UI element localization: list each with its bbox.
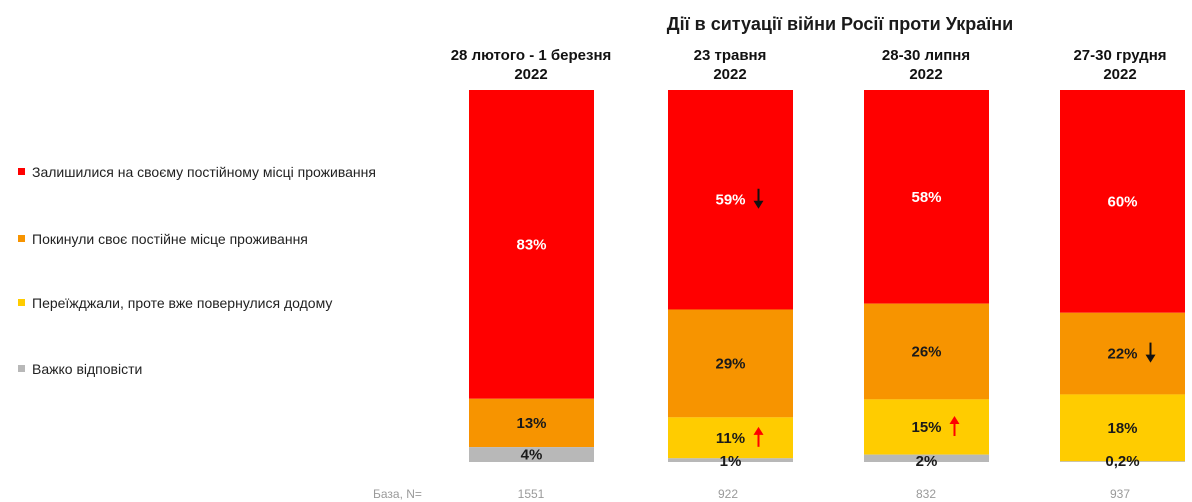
data-label: 22%	[1107, 346, 1137, 363]
data-label: 59%	[715, 192, 745, 209]
bar-segment-stayed	[1060, 90, 1185, 313]
legend-swatch	[18, 365, 25, 372]
bar-segment-stayed	[469, 90, 594, 399]
chart-title: Дії в ситуації війни Росії проти України	[666, 14, 1014, 34]
data-label: 1%	[720, 453, 742, 470]
legend-swatch	[18, 235, 25, 242]
bar-segment-returned	[1060, 394, 1185, 462]
base-value: 937	[1109, 487, 1131, 501]
bar-segment-hard-to-say	[1060, 461, 1185, 462]
legend-label: Переїжджали, проте вже повернулися додом…	[32, 295, 333, 311]
bar-segment-returned	[864, 399, 989, 455]
data-label: 13%	[516, 415, 546, 432]
data-label: 60%	[1107, 193, 1137, 210]
bar-segment-left-home	[469, 398, 594, 448]
arrow-up-icon	[753, 426, 764, 447]
base-value: 1551	[517, 487, 545, 501]
legend-swatch	[18, 168, 25, 175]
arrow-up-icon	[949, 416, 960, 437]
arrow-down-icon	[1145, 342, 1156, 363]
legend-label: Покинули своє постійне місце проживання	[32, 231, 308, 247]
legend-label: Залишилися на своєму постійному місці пр…	[32, 164, 376, 180]
column-header: 23 травня 2022	[693, 47, 767, 83]
bar-segment-stayed	[864, 90, 989, 304]
column-header: 28-30 липня 2022	[881, 47, 971, 83]
column-header: 27-30 грудня 2022	[1073, 47, 1167, 83]
data-label: 0,2%	[1105, 453, 1139, 470]
legend-label: Важко відповісти	[32, 361, 143, 377]
data-label: 83%	[516, 236, 546, 253]
base-value: 832	[915, 487, 937, 501]
data-label: 4%	[521, 447, 543, 464]
arrow-down-icon	[753, 188, 764, 209]
data-label: 2%	[916, 453, 938, 470]
legend-item-left-home: Покинули своє постійне місце проживання	[18, 230, 408, 249]
data-label: 11%	[716, 430, 745, 447]
data-label: 18%	[1107, 420, 1137, 437]
legend-item-stayed: Залишилися на своєму постійному місці пр…	[18, 163, 408, 182]
bar-segment-hard-to-say	[864, 454, 989, 462]
data-label: 58%	[911, 189, 941, 206]
data-label: 29%	[715, 355, 745, 372]
bar-segment-left-home	[668, 309, 793, 418]
base-label: База, N=	[373, 487, 422, 501]
column-header: 28 лютого - 1 березня 2022	[450, 47, 612, 83]
data-label: 26%	[911, 344, 941, 361]
bar-segment-left-home	[1060, 312, 1185, 395]
bar-segment-hard-to-say	[469, 447, 594, 462]
data-label: 15%	[911, 419, 941, 436]
bar-segment-left-home	[864, 303, 989, 400]
legend-swatch	[18, 299, 25, 306]
bar-segment-returned	[668, 417, 793, 459]
bar-segment-stayed	[668, 90, 793, 310]
base-value: 922	[717, 487, 739, 501]
legend-item-returned: Переїжджали, проте вже повернулися додом…	[18, 294, 408, 313]
bar-segment-hard-to-say	[668, 458, 793, 462]
legend-item-hard-to-say: Важко відповісти	[18, 360, 408, 379]
